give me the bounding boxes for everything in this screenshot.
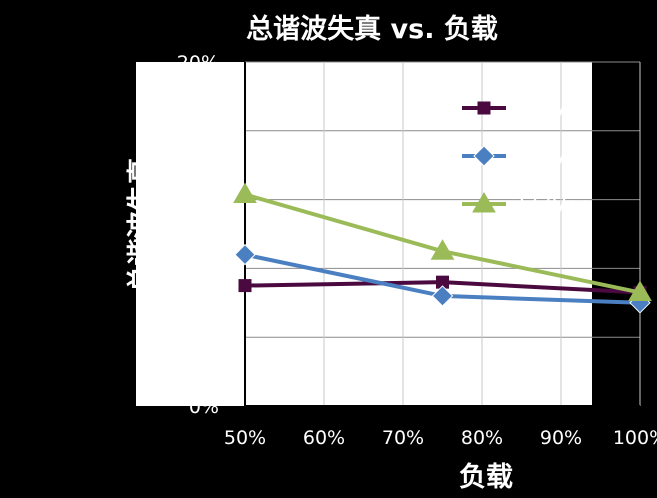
x-tick-label: 70% bbox=[382, 427, 424, 449]
legend: 120Vac 230Vac 277Vac bbox=[462, 97, 589, 217]
data-point-2 bbox=[430, 239, 455, 260]
y-tick-label: 8% bbox=[189, 258, 219, 280]
y-tick-label: 4% bbox=[189, 327, 219, 349]
legend-marker-2 bbox=[472, 192, 496, 213]
y-axis-title: 总谐波失真 bbox=[126, 158, 157, 293]
y-tick-label: 20% bbox=[177, 52, 219, 74]
x-axis-title: 负载 bbox=[459, 462, 513, 493]
axes: 0% 4% 8% 12% 16% 20% 50% 60% 70% 80% 90% 100% bbox=[177, 52, 657, 449]
legend-marker-1 bbox=[473, 145, 495, 167]
data-point-0 bbox=[238, 279, 252, 293]
x-tick-label: 60% bbox=[303, 427, 345, 449]
grid-lines bbox=[245, 61, 641, 406]
data-point-1 bbox=[431, 285, 454, 307]
plot-area bbox=[136, 62, 592, 406]
data-point-2 bbox=[233, 182, 257, 203]
legend-marker-0 bbox=[477, 101, 491, 115]
data-point-1 bbox=[234, 243, 256, 266]
x-tick-label: 50% bbox=[224, 427, 266, 449]
x-tick-label: 80% bbox=[461, 427, 503, 449]
legend-label-0: 120Vac bbox=[512, 97, 589, 121]
series-layer bbox=[233, 182, 652, 314]
y-tick-label: 12% bbox=[177, 190, 219, 212]
legend-label-2: 277Vac bbox=[512, 193, 589, 217]
legend-label-1: 230Vac bbox=[512, 145, 589, 169]
data-point-2 bbox=[628, 280, 652, 301]
x-tick-label: 100% bbox=[613, 427, 657, 449]
chart-title: 总谐波失真 vs. 负载 bbox=[246, 14, 498, 45]
y-tick-label: 16% bbox=[177, 121, 219, 143]
x-tick-label: 90% bbox=[540, 427, 582, 449]
y-tick-label: 0% bbox=[189, 396, 219, 418]
